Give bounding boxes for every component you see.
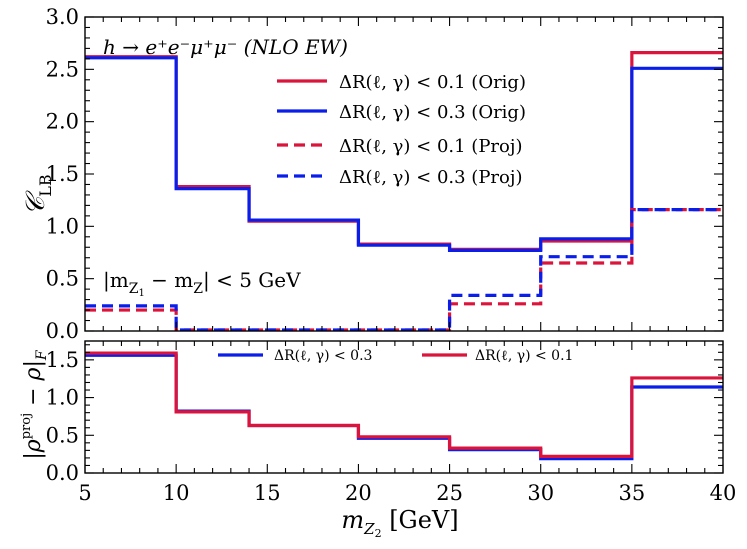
x-tick-label: 5: [78, 481, 91, 505]
top-y-tick-label: 3.0: [46, 5, 79, 29]
x-tick-label: 30: [527, 481, 554, 505]
top-legend-label: ΔR(ℓ, γ) < 0.3 (Orig): [339, 102, 526, 123]
top-panel: 0.0 0.5 1.0 1.5 2.0 2.5 3.0: [46, 5, 724, 343]
x-tick-label: 10: [163, 481, 190, 505]
bottom-legend-label: ΔR(ℓ, γ) < 0.3: [274, 348, 372, 364]
mass-cut-annotation: |mZ1 − mZ| < 5 GeV: [103, 268, 301, 299]
bottom-series-1-solid: [85, 353, 723, 461]
bottom-legend-label: ΔR(ℓ, γ) < 0.1: [475, 348, 573, 364]
top-y-tick-label: 0.0: [46, 319, 79, 343]
x-tick-label: 15: [254, 481, 281, 505]
x-tick-label: 35: [618, 481, 645, 505]
x-axis-title: mZ2 [GeV]: [341, 506, 458, 540]
bottom-series-2-solid: [85, 351, 723, 459]
bottom-plot-frame: [84, 340, 724, 474]
top-y-tick-label: 2.5: [46, 57, 79, 81]
top-legend-label: ΔR(ℓ, γ) < 0.3 (Proj): [339, 167, 522, 188]
process-annotation: h → e⁺e⁻μ⁺μ⁻ (NLO EW): [103, 35, 348, 59]
bottom-y-tick-label: 0.5: [46, 423, 79, 447]
bottom-legend: ΔR(ℓ, γ) < 0.3 ΔR(ℓ, γ) < 0.1: [218, 348, 573, 364]
top-y-tick-label: 1.0: [46, 214, 79, 238]
x-tick-label: 20: [345, 481, 372, 505]
top-y-tick-label: 1.5: [46, 162, 79, 186]
bottom-y-axis-title: |ρproj − ρ|F: [19, 349, 50, 460]
top-series-2-solid: [85, 56, 723, 253]
top-panel-annotations: h → e⁺e⁻μ⁺μ⁻ (NLO EW) |mZ1 − mZ| < 5 GeV: [103, 35, 348, 299]
bottom-y-tick-label: 0.0: [46, 461, 79, 485]
x-tick-label: 25: [436, 481, 463, 505]
top-legend-label: ΔR(ℓ, γ) < 0.1 (Orig): [339, 72, 526, 93]
bottom-y-tick-label: 1.0: [46, 386, 79, 410]
top-legend-label: ΔR(ℓ, γ) < 0.1 (Proj): [339, 136, 522, 157]
x-tick-label: 40: [710, 481, 737, 505]
bottom-y-tick-label: 1.5: [46, 348, 79, 372]
top-y-tick-label: 0.5: [46, 267, 79, 291]
top-y-tick-label: 2.0: [46, 110, 79, 134]
bottom-panel: 0.0 0.5 1.0 1.5 5 10 15 20 25 30 35 40: [46, 340, 737, 505]
top-legend: ΔR(ℓ, γ) < 0.1 (Orig) ΔR(ℓ, γ) < 0.3 (Ori…: [277, 72, 526, 188]
